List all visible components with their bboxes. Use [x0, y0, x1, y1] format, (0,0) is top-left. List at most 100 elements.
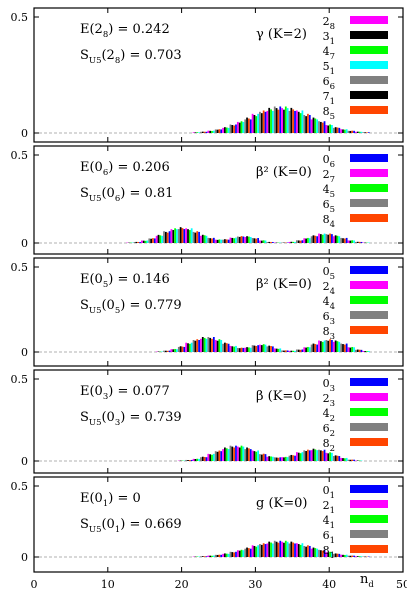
energy-annotation-part: ) = 0.077 [108, 384, 169, 399]
bar [314, 235, 317, 243]
panel-frame [33, 369, 404, 474]
bar [163, 231, 165, 243]
bar [262, 240, 265, 243]
bar [345, 343, 348, 352]
bar [229, 445, 232, 461]
legend-label-part: 5 [330, 190, 335, 200]
x-axis-label-main: n [360, 572, 369, 587]
bar [364, 132, 367, 133]
legend-label-part: 0 [323, 153, 330, 166]
bar [338, 236, 341, 243]
bar [205, 338, 208, 352]
bar [253, 545, 256, 557]
bar [257, 450, 259, 461]
bar [343, 554, 346, 557]
bar [334, 553, 337, 557]
overlap-annotation: SU5(28) = 0.703 [80, 48, 182, 66]
bar [209, 130, 212, 133]
bar [355, 556, 357, 557]
bar [272, 543, 274, 557]
legend-swatch [350, 214, 388, 222]
legend-label-part: 3 [330, 317, 335, 327]
bar [303, 114, 306, 133]
legend-swatch [350, 296, 388, 304]
bar [351, 346, 354, 352]
bar [345, 129, 348, 133]
legend-label-part: 0 [323, 484, 330, 497]
bar [295, 452, 298, 461]
bar [290, 350, 293, 352]
bar [235, 551, 237, 557]
bar [319, 341, 322, 352]
bar [240, 549, 243, 557]
bar [229, 124, 232, 133]
bar [218, 554, 221, 557]
bar [355, 349, 357, 352]
bar [292, 241, 295, 243]
bar [264, 111, 267, 133]
bar [325, 234, 328, 243]
bar [200, 556, 202, 557]
bar [235, 345, 237, 352]
bar [259, 454, 261, 461]
bar [270, 346, 272, 352]
bar [347, 347, 350, 352]
bar [214, 129, 217, 133]
energy-annotation-part: ) = 0.206 [108, 160, 169, 175]
overlap-annotation-part: U5 [89, 418, 102, 428]
energy-annotation-part: ) = 0.146 [108, 272, 169, 287]
bar [307, 113, 309, 133]
energy-annotation: E(06) = 0.206 [80, 160, 170, 178]
bar [275, 457, 278, 461]
bar [290, 241, 293, 243]
bar [360, 556, 363, 557]
legend-label: 84 [323, 213, 335, 230]
bar [253, 114, 256, 133]
energy-annotation-part: 8 [103, 30, 108, 40]
bar [349, 130, 352, 133]
overlap-annotation: SU5(06) = 0.81 [80, 186, 173, 204]
bar [233, 346, 236, 352]
bar [342, 238, 344, 243]
bar [233, 552, 236, 557]
bar [224, 342, 226, 352]
bar [277, 348, 280, 352]
bar [236, 550, 239, 557]
legend-swatch [350, 169, 388, 177]
legend-label-part: 1 [330, 491, 335, 501]
bar [331, 552, 333, 557]
bar [334, 127, 337, 133]
bar [281, 350, 283, 352]
legend-swatch [350, 184, 388, 192]
bar [248, 236, 250, 243]
x-tick-label: 30 [248, 578, 262, 591]
bar [231, 237, 234, 243]
bar [214, 451, 217, 461]
bar [240, 236, 243, 243]
bar [190, 459, 193, 461]
bar [222, 127, 224, 133]
bar [174, 348, 176, 352]
bar [343, 129, 346, 133]
bar [224, 553, 226, 557]
legend-label-part: 6 [323, 198, 330, 211]
bar [329, 452, 331, 461]
bar [236, 446, 239, 461]
bar [242, 236, 245, 243]
legend-label-part: 2 [323, 280, 330, 293]
bar [222, 553, 224, 557]
bar [266, 346, 269, 352]
bar [343, 344, 346, 352]
bar [310, 119, 313, 133]
bar [196, 339, 199, 352]
bar [343, 238, 346, 243]
overlap-annotation-part: U5 [89, 56, 102, 66]
bar [207, 237, 210, 243]
bar [355, 241, 357, 243]
bar [270, 542, 272, 557]
bar [246, 117, 248, 133]
bar [273, 106, 276, 133]
bar [249, 449, 252, 461]
bar [244, 548, 247, 557]
